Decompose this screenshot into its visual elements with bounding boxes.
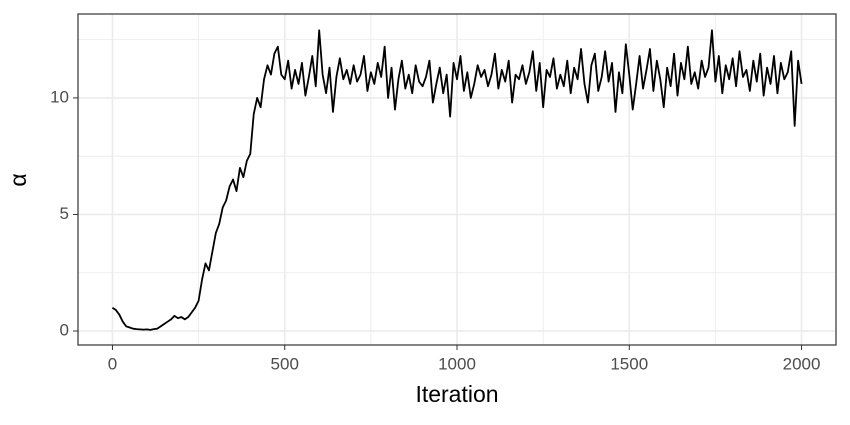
panel-border xyxy=(77,13,837,346)
x-tick-label: 500 xyxy=(271,354,299,373)
x-tick-label: 0 xyxy=(108,354,117,373)
y-axis-title: α xyxy=(5,173,31,186)
y-tick-label: 5 xyxy=(60,204,69,223)
trace-line xyxy=(111,29,803,331)
x-tick-label: 1000 xyxy=(438,354,476,373)
y-tick-label: 0 xyxy=(60,320,69,339)
x-tick-label: 2000 xyxy=(783,354,821,373)
x-axis-title: Iteration xyxy=(415,381,498,407)
x-tick-label: 1500 xyxy=(610,354,648,373)
y-tick-label: 10 xyxy=(50,87,69,106)
